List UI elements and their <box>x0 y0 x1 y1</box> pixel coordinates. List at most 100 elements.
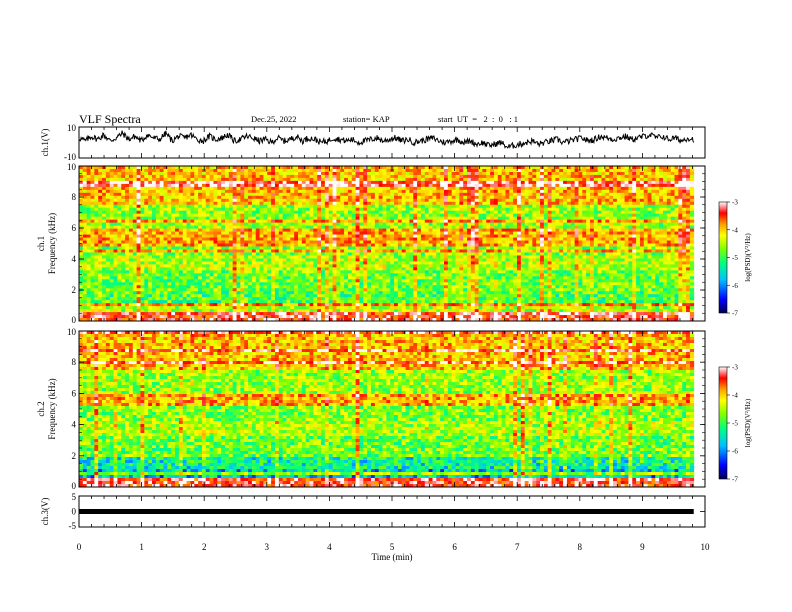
spectrogram-cell <box>420 225 426 229</box>
spectrogram-cell <box>90 186 95 191</box>
spectrogram-cell <box>374 276 380 280</box>
spectrogram-cell <box>86 201 91 206</box>
spectrogram-cell <box>401 267 406 271</box>
spectrogram-cell <box>301 210 307 215</box>
spectrogram-cell <box>436 198 441 203</box>
spectrogram-cell <box>251 273 257 277</box>
spectrogram-cell <box>217 171 222 176</box>
spectrogram-cell <box>79 225 84 229</box>
spectrogram-cell <box>105 237 111 241</box>
spectrogram-cell <box>286 246 291 250</box>
spectrogram-cell <box>409 246 414 250</box>
spectrogram-cell <box>136 189 141 194</box>
spectrogram-cell <box>159 267 164 271</box>
spectrogram-cell <box>321 246 326 250</box>
spectrogram-cell <box>217 195 222 200</box>
spectrogram-cell <box>305 180 310 185</box>
spectrogram-cell <box>313 243 318 247</box>
spectrogram-cell <box>317 318 322 322</box>
spectrogram-cell <box>359 177 364 182</box>
spectrogram-cell <box>113 174 118 179</box>
spectrogram-cell <box>274 213 280 218</box>
spectrogram-cell <box>190 171 195 176</box>
spectrogram-cell <box>347 246 353 250</box>
spectrogram-cell <box>94 198 99 203</box>
spectrogram-cell <box>328 180 333 185</box>
spectrogram-cell <box>274 183 280 188</box>
spectrogram-cell <box>359 186 364 191</box>
spectrogram-cell <box>159 291 164 295</box>
spectrogram-cell <box>324 261 330 265</box>
spectrogram-cell <box>313 264 318 268</box>
spectrogram-cell <box>152 270 157 274</box>
spectrogram-cell <box>394 285 399 289</box>
spectrogram-cell <box>424 219 430 224</box>
spectrogram-cell <box>86 177 91 182</box>
spectrogram-cell <box>374 249 380 253</box>
spectrogram-cell <box>140 198 145 203</box>
spectrogram-cell <box>175 252 180 256</box>
spectrogram-cell <box>255 174 260 179</box>
spectrogram-cell <box>367 166 372 170</box>
spectrogram-cell <box>340 231 345 235</box>
spectrogram-cell <box>167 222 172 227</box>
spectrogram-cell <box>217 168 222 173</box>
spectrogram-cell <box>378 204 383 209</box>
spectrogram-cell <box>263 219 268 224</box>
spectrogram-cell <box>240 312 245 316</box>
spectrogram-cell <box>347 210 353 215</box>
spectrogram-cell <box>417 207 422 212</box>
spectrogram-cell <box>355 192 360 197</box>
spectrogram-cell <box>332 300 337 304</box>
spectrogram-cell <box>152 273 157 277</box>
spectrogram-cell <box>86 204 91 209</box>
spectrogram-cell <box>401 270 406 274</box>
spectrogram-cell <box>125 180 130 185</box>
spectrogram-cell <box>228 303 234 307</box>
spectrogram-cell <box>428 306 433 310</box>
spectrogram-cell <box>328 309 333 313</box>
spectrogram-cell <box>397 312 403 316</box>
spectrogram-cell <box>271 228 276 232</box>
spectrogram-cell <box>259 312 264 316</box>
spectrogram-cell <box>401 294 406 298</box>
spectrogram-cell <box>317 189 322 194</box>
spectrogram-cell <box>90 180 95 185</box>
spectrogram-cell <box>367 201 372 206</box>
spectrogram-cell <box>144 177 149 182</box>
spectrogram-cell <box>167 168 172 173</box>
spectrogram-cell <box>417 249 422 253</box>
spectrogram-cell <box>251 246 257 250</box>
spectrogram-cell <box>198 288 203 292</box>
spectrogram-cell <box>186 264 191 268</box>
spectrogram-cell <box>271 213 276 218</box>
spectrogram-cell <box>232 207 237 212</box>
spectrogram-cell <box>321 177 326 182</box>
spectrogram-cell <box>152 243 157 247</box>
spectrogram-cell <box>259 252 264 256</box>
spectrogram-cell <box>313 234 318 238</box>
spectrogram-cell <box>282 174 287 179</box>
spectrogram-cell <box>394 198 399 203</box>
spectrogram-cell <box>205 243 211 247</box>
spectrogram-cell <box>344 288 349 292</box>
spectrogram-cell <box>278 207 284 212</box>
spectrogram-cell <box>228 261 234 265</box>
spectrogram-cell <box>240 204 245 209</box>
spectrogram-cell <box>79 231 84 235</box>
spectrogram-cell <box>82 168 88 173</box>
spectrogram-cell <box>132 303 138 307</box>
spectrogram-cell <box>390 267 395 271</box>
spectrogram-cell <box>190 243 195 247</box>
spectrogram-cell <box>267 267 272 271</box>
spectrogram-cell <box>225 231 230 235</box>
spectrogram-cell <box>159 210 164 215</box>
spectrogram-cell <box>152 249 157 253</box>
spectrogram-cell <box>378 180 383 185</box>
spectrogram-cell <box>198 264 203 268</box>
spectrogram-cell <box>278 219 284 224</box>
spectrogram-cell <box>182 303 187 307</box>
spectrogram-cell <box>178 195 184 200</box>
spectrogram-cell <box>340 246 345 250</box>
spectrogram-cell <box>336 312 341 316</box>
